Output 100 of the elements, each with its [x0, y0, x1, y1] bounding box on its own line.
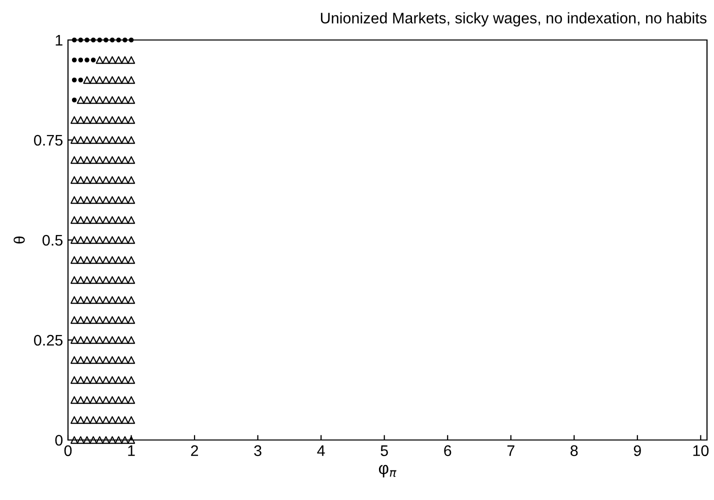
point: [70, 276, 78, 284]
point: [114, 136, 122, 144]
point: [108, 176, 116, 184]
point: [72, 58, 77, 62]
point: [108, 116, 116, 124]
point: [102, 436, 110, 444]
point: [70, 156, 78, 164]
point: [108, 356, 116, 364]
point: [83, 276, 91, 284]
point: [70, 436, 78, 444]
point: [96, 176, 104, 184]
point: [127, 336, 136, 344]
point: [96, 416, 104, 424]
point: [96, 296, 104, 304]
point: [114, 56, 122, 64]
point: [96, 96, 104, 104]
point: [89, 336, 98, 344]
point: [121, 356, 129, 364]
point: [127, 96, 136, 104]
point: [114, 316, 122, 324]
point: [76, 96, 84, 104]
point: [114, 356, 122, 364]
y-tick-label: 0.25: [34, 334, 62, 346]
point: [102, 336, 110, 344]
y-tick-label: 0: [55, 434, 63, 446]
point: [127, 136, 136, 144]
point: [127, 196, 136, 204]
point: [114, 116, 122, 124]
point: [121, 276, 129, 284]
point: [83, 236, 91, 244]
point: [72, 98, 77, 102]
point: [108, 296, 116, 304]
point: [83, 296, 91, 304]
point: [96, 316, 104, 324]
point: [89, 276, 98, 284]
point: [83, 176, 91, 184]
x-tick-label: 6: [444, 445, 452, 456]
x-tick-label: 7: [507, 445, 514, 456]
point: [89, 76, 98, 84]
point: [102, 56, 110, 64]
point: [96, 436, 104, 444]
point: [76, 376, 84, 384]
point: [127, 256, 136, 264]
point: [102, 156, 110, 164]
point: [108, 156, 116, 164]
x-tick-label: 1: [128, 445, 135, 456]
point: [76, 396, 84, 404]
point: [89, 156, 98, 164]
point: [76, 356, 84, 364]
point: [83, 216, 91, 224]
point: [121, 76, 129, 84]
point: [70, 196, 78, 204]
point: [114, 176, 122, 184]
point: [102, 316, 110, 324]
point: [127, 296, 136, 304]
point: [76, 296, 84, 304]
point: [102, 96, 110, 104]
point: [70, 136, 78, 144]
point: [83, 116, 91, 124]
x-tick-label: 2: [191, 445, 198, 456]
point: [96, 76, 104, 84]
point: [84, 58, 90, 62]
point: [102, 276, 110, 284]
point: [121, 216, 129, 224]
x-tick-label: 3: [254, 445, 262, 456]
point: [121, 336, 129, 344]
point: [78, 58, 84, 62]
point: [96, 276, 104, 284]
point: [96, 136, 104, 144]
point: [89, 436, 98, 444]
point: [96, 376, 104, 384]
point: [121, 116, 129, 124]
point: [127, 216, 136, 224]
point: [114, 76, 122, 84]
point: [72, 78, 77, 82]
point: [76, 176, 84, 184]
point: [83, 196, 91, 204]
point: [108, 96, 116, 104]
point: [108, 316, 116, 324]
point: [83, 96, 91, 104]
point: [102, 256, 110, 264]
point: [102, 216, 110, 224]
point: [89, 376, 98, 384]
point: [121, 256, 129, 264]
point: [108, 256, 116, 264]
point: [102, 176, 110, 184]
point: [76, 216, 84, 224]
point: [83, 376, 91, 384]
point: [108, 196, 116, 204]
point: [102, 236, 110, 244]
point: [76, 236, 84, 244]
point: [76, 116, 84, 124]
point: [96, 396, 104, 404]
point: [89, 116, 98, 124]
point: [121, 176, 129, 184]
point: [70, 416, 78, 424]
point: [70, 176, 78, 184]
point: [83, 396, 91, 404]
point: [102, 76, 110, 84]
point: [108, 236, 116, 244]
